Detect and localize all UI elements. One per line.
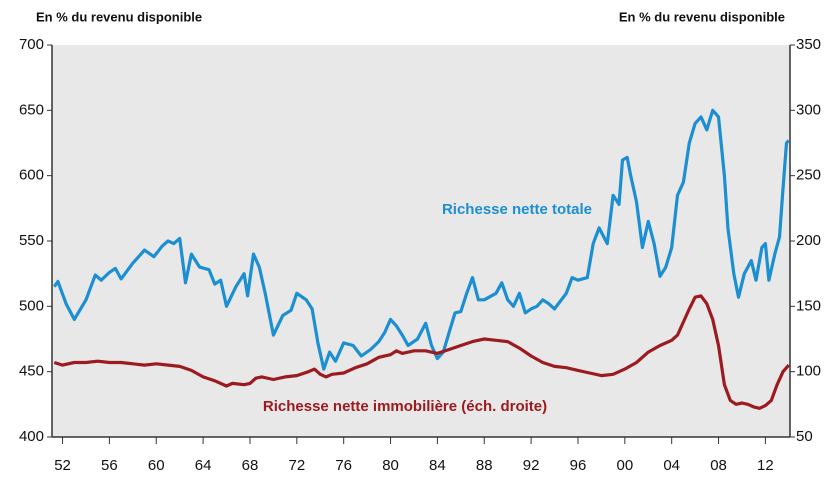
y2-axis-title: En % du revenu disponible	[619, 9, 785, 24]
y-tick-label: 400	[19, 428, 44, 445]
y2-tick-label: 350	[796, 36, 821, 53]
annotation: Richesse nette totale	[442, 201, 592, 218]
y-tick-label: 550	[19, 232, 44, 249]
y-tick-label: 450	[19, 363, 44, 380]
x-tick-label: 12	[757, 457, 774, 474]
x-tick-label: 92	[523, 457, 540, 474]
series-line	[53, 294, 791, 410]
x-tick-label: 76	[335, 457, 352, 474]
x-tick-label: 72	[288, 457, 305, 474]
y2-tick-label: 50	[796, 428, 813, 445]
y2-tick-label: 150	[796, 297, 821, 314]
y2-tick-label: 200	[796, 232, 821, 249]
annotation: Richesse nette immobilière (éch. droite)	[263, 398, 547, 415]
y-axis-title: En % du revenu disponible	[36, 9, 202, 24]
x-tick-label: 68	[242, 457, 259, 474]
x-tick-label: 56	[101, 457, 118, 474]
x-tick-label: 00	[616, 457, 633, 474]
x-tick-label: 80	[382, 457, 399, 474]
y2-tick-label: 250	[796, 167, 821, 184]
x-tick-label: 04	[663, 457, 680, 474]
y-tick-label: 650	[19, 101, 44, 118]
series-line	[52, 108, 790, 371]
x-tick-label: 08	[710, 457, 727, 474]
x-tick-label: 52	[54, 457, 71, 474]
x-tick-label: 88	[476, 457, 493, 474]
plot-area	[52, 45, 790, 437]
x-tick-label: 64	[195, 457, 212, 474]
y-tick-label: 500	[19, 297, 44, 314]
x-tick-label: 96	[570, 457, 587, 474]
y-tick-label: 600	[19, 167, 44, 184]
y2-tick-label: 100	[796, 363, 821, 380]
y-tick-label: 700	[19, 36, 44, 53]
x-tick-label: 84	[429, 457, 446, 474]
y2-tick-label: 300	[796, 101, 821, 118]
x-tick-label: 60	[148, 457, 165, 474]
